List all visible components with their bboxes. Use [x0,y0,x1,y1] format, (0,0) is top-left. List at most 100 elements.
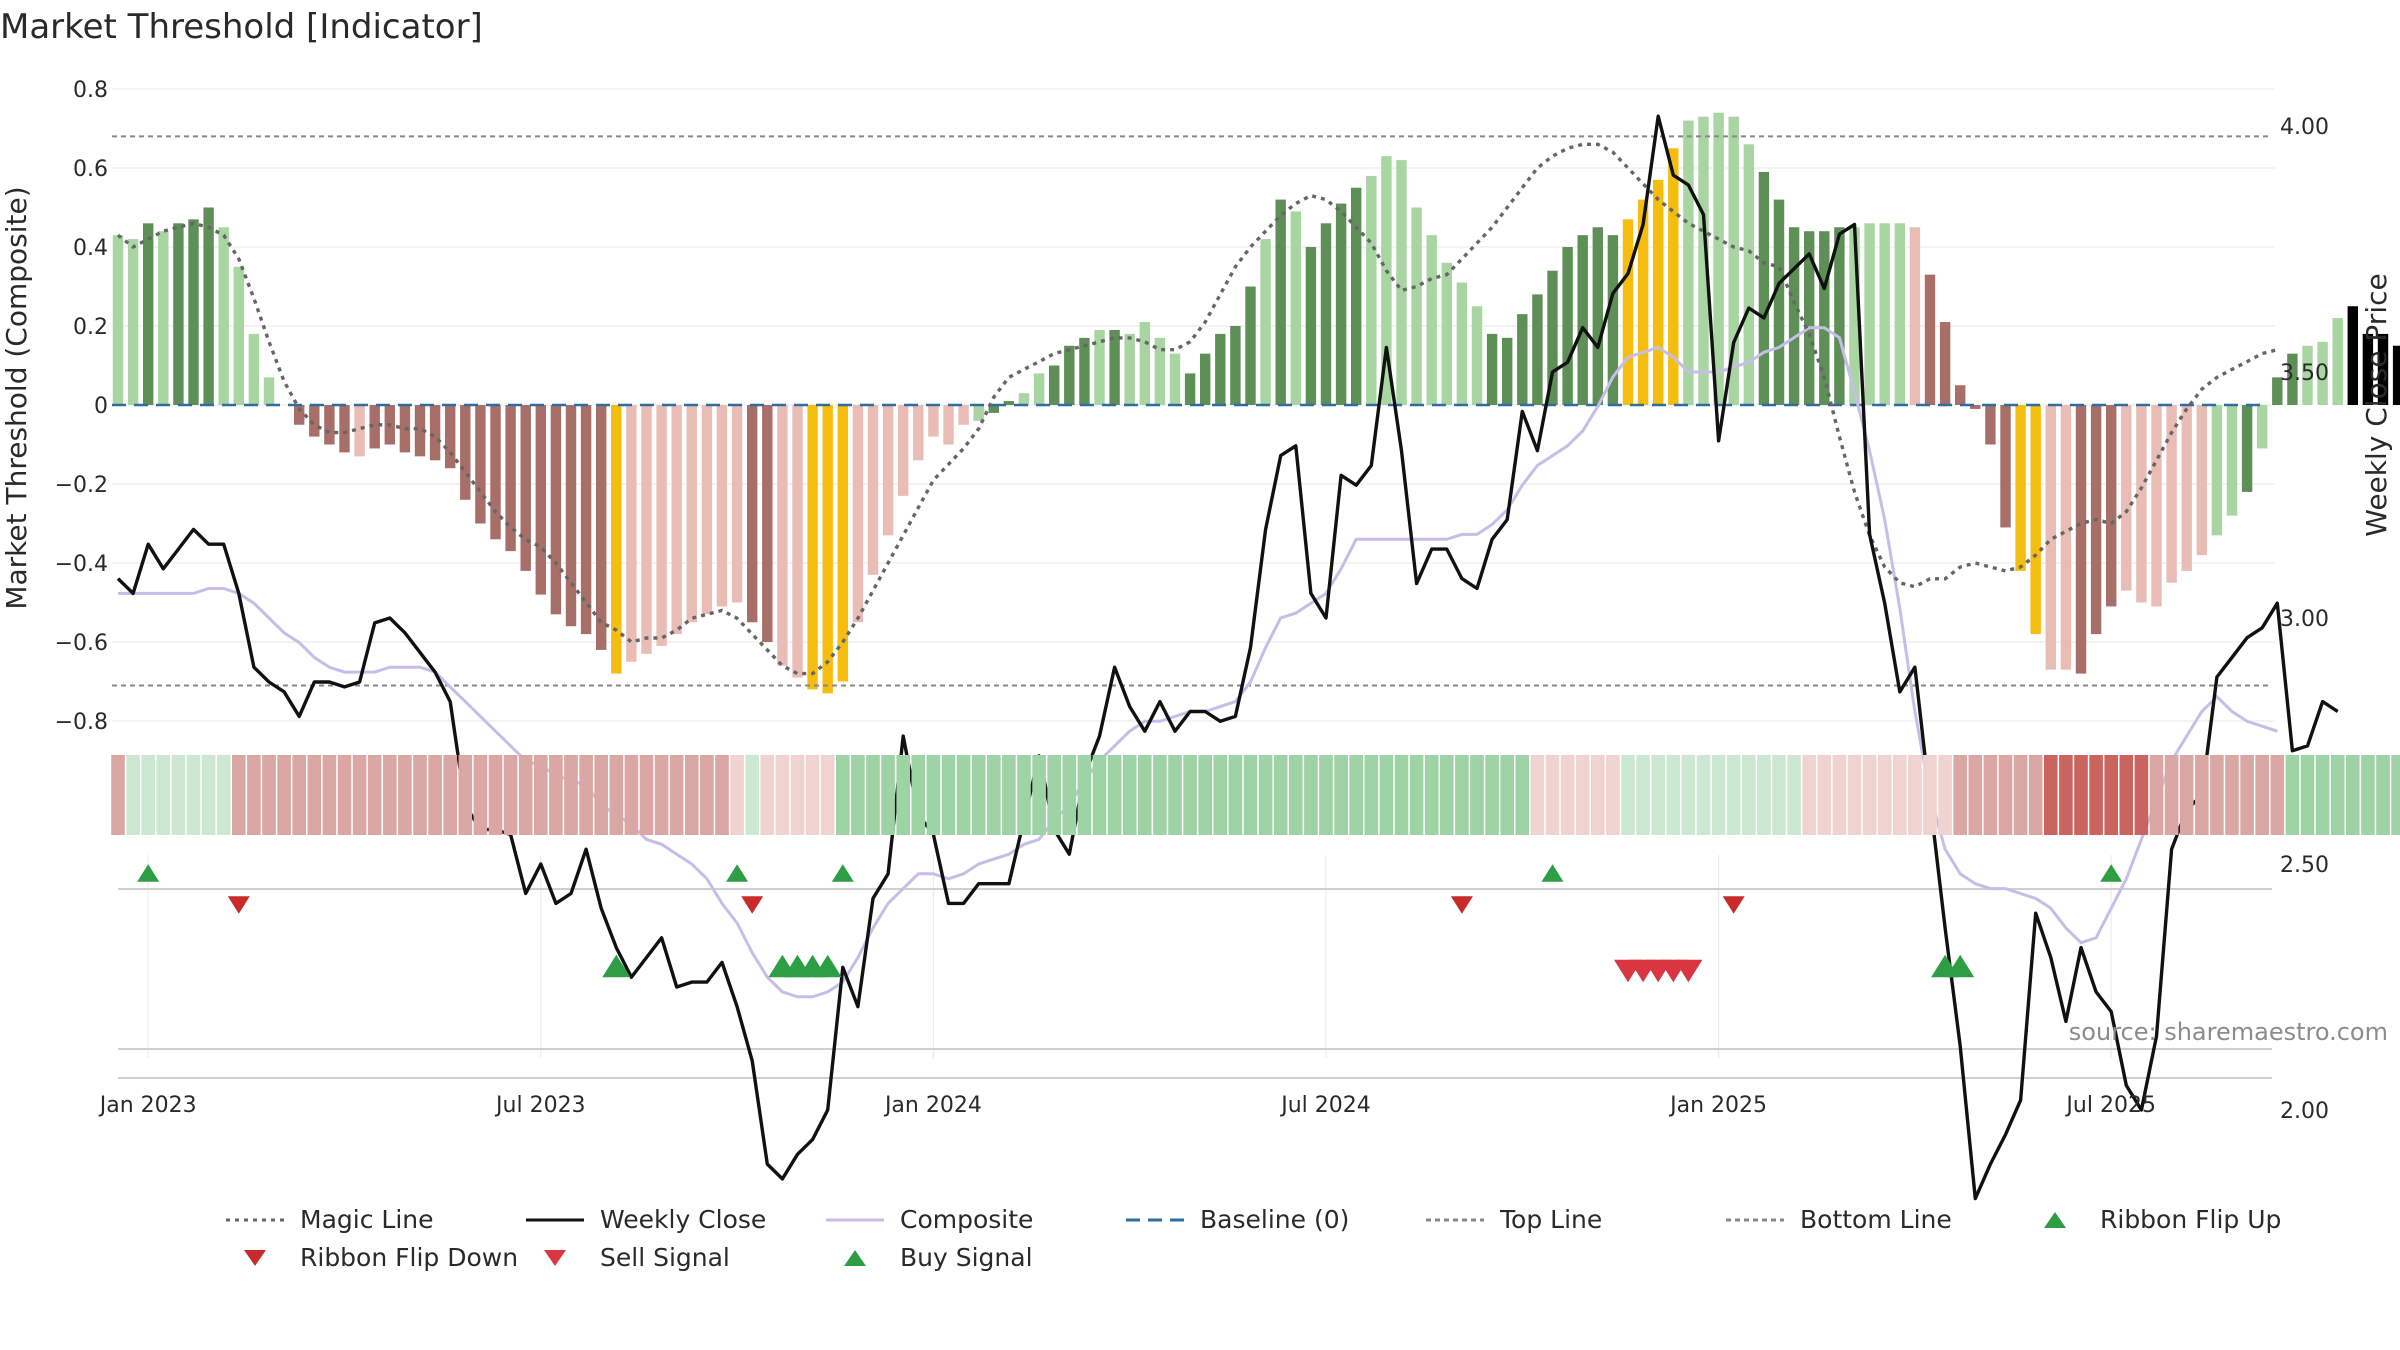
ribbon-cell [1153,755,1167,835]
composite-bar [1622,219,1634,405]
ribbon-cell [1893,755,1907,835]
y-tick-right: 3.00 [2280,607,2329,632]
composite-bar [550,405,562,615]
ribbon-cell [1077,755,1092,835]
composite-bar [867,405,879,575]
composite-bar [1184,373,1196,405]
ribbon-cell [1998,755,2013,835]
ribbon-cell [1742,755,1756,835]
composite-bar [505,405,516,552]
composite-bar [958,405,969,425]
legend-item: Sell Signal [520,1242,820,1272]
ribbon-cell [156,755,171,835]
composite-bar [2241,405,2253,492]
x-tick: Jul 2024 [1279,1093,1371,1118]
ribbon-cell [413,755,427,835]
composite-bar [294,405,305,425]
ribbon-flip-up-marker [2100,864,2123,882]
ribbon-cell [1651,755,1665,835]
legend-label: Ribbon Flip Up [2100,1204,2282,1234]
axis-labels: 0.8 0.6 0.4 0.2 0 −0.2 −0.4 −0.6 −0.8 4.00 3.50 3.0… [55,78,2329,1124]
composite-bar [792,405,803,678]
composite-bar [1864,223,1875,405]
composite-bar [1668,148,1679,405]
composite-bar [1939,322,1951,405]
y-tick-left: 0.8 [73,78,108,103]
legend-label: Weekly Close [600,1204,767,1234]
composite-bar [852,405,864,623]
composite-bar [837,405,848,682]
composite-bar [1381,156,1392,405]
composite-bar [777,405,788,666]
ribbon-cell [2104,755,2118,835]
composite-bar [2151,405,2162,607]
composite-bar [112,235,124,405]
ribbon-cell [1122,755,1137,835]
ribbon-cell [564,755,578,835]
composite-bar [1003,401,1015,405]
composite-bar [188,219,199,405]
ribbon-cell [549,755,563,835]
ribbon-cell [1560,755,1575,835]
composite-bar [1471,306,1483,405]
y-tick-left: −0.6 [55,631,108,656]
ribbon-cell [488,755,503,835]
ribbon-cell [443,755,457,835]
ribbon-cell [987,755,1001,835]
ribbon-strip [111,755,2400,835]
y-tick-left: 0 [94,394,108,419]
composite-bar [1124,333,1135,405]
composite-bar [898,405,909,496]
composite-bar [460,405,471,500]
ribbon-cell [1575,755,1590,835]
composite-bar [445,405,456,469]
legend-item: Magic Line [220,1204,520,1234]
ribbon-cell [383,755,397,835]
y-tick-left: −0.8 [55,710,108,735]
composite-bar [1909,227,1921,405]
composite-bar [973,405,984,421]
ribbon-cell [1711,755,1726,835]
ribbon-cell [1379,755,1394,835]
composite-bar [2332,318,2343,405]
composite-bar [596,405,607,650]
ribbon-cell [534,755,548,835]
composite-bar [2060,405,2072,670]
ribbon-cell [1364,755,1379,835]
legend-symbol-icon [1126,1218,1184,1222]
legend-item: Buy Signal [820,1242,1120,1272]
composite-bar [716,405,728,607]
composite-bar [354,405,365,457]
legend-item: Ribbon Flip Down [220,1242,520,1272]
ribbon-cell [1183,755,1197,835]
composite-bar [1849,227,1860,405]
x-tick: Jul 2025 [2064,1093,2156,1118]
ribbon-cell [398,755,412,835]
y-axis-left-title: Market Threshold (Composite) [0,186,33,609]
ribbon-cell [2315,755,2330,835]
ribbon-cell [2074,755,2088,835]
composite-bar [2000,405,2011,528]
composite-bar [475,405,486,524]
legend-label: Bottom Line [1800,1204,1952,1234]
ribbon-cell [1062,755,1077,835]
series-lines [112,114,2339,1201]
ribbon-cell [247,755,261,835]
ribbon-cell [881,755,895,835]
composite-bar [1305,247,1317,405]
ribbon-cell [971,755,986,835]
ribbon-cell [1983,755,1998,835]
ribbon-cell [1953,755,1967,835]
composite-bar [1577,235,1588,405]
ribbon-cell [126,755,140,835]
ribbon-cell [594,755,608,835]
composite-bar [1426,235,1437,405]
grid-layer [112,88,2275,1079]
composite-bar [1215,333,1226,405]
ribbon-flip-down-marker [741,896,764,914]
ribbon-cell [1289,755,1303,835]
composite-bar [1955,385,1966,405]
ribbon-cell [2376,755,2390,835]
y-tick-left: −0.2 [55,473,108,498]
ribbon-cell [1409,755,1424,835]
